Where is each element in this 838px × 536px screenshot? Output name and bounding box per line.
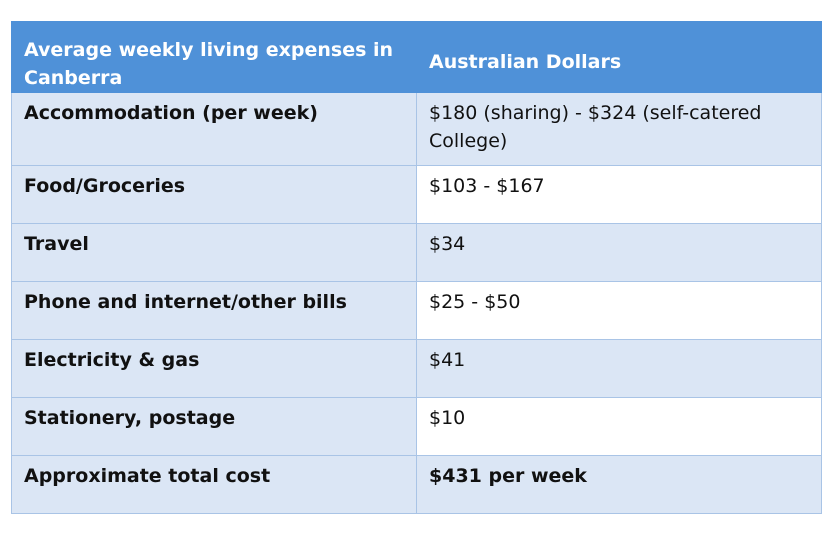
row-value: $34: [416, 223, 822, 282]
table-header-row: Average weekly living expenses in Canber…: [11, 21, 822, 93]
row-value: $103 - $167: [416, 165, 822, 224]
row-label: Stationery, postage: [11, 397, 417, 456]
table-row: Food/Groceries $103 - $167: [11, 165, 822, 224]
table-row: Accommodation (per week) $180 (sharing) …: [11, 92, 822, 166]
row-value-total: $431 per week: [416, 455, 822, 514]
row-label: Travel: [11, 223, 417, 282]
living-expenses-table: Average weekly living expenses in Canber…: [11, 21, 822, 514]
row-label: Food/Groceries: [11, 165, 417, 224]
row-label: Approximate total cost: [11, 455, 417, 514]
row-label: Electricity & gas: [11, 339, 417, 398]
row-value: $41: [416, 339, 822, 398]
table-row: Phone and internet/other bills $25 - $50: [11, 281, 822, 340]
table-row: Stationery, postage $10: [11, 397, 822, 456]
row-value: $25 - $50: [416, 281, 822, 340]
header-amount-currency: Australian Dollars: [416, 21, 822, 93]
row-label: Accommodation (per week): [11, 92, 417, 166]
table-row: Electricity & gas $41: [11, 339, 822, 398]
row-value: $180 (sharing) - $324 (self-catered Coll…: [416, 92, 822, 166]
row-value: $10: [416, 397, 822, 456]
expenses-table-container: Average weekly living expenses in Canber…: [11, 21, 822, 514]
row-label: Phone and internet/other bills: [11, 281, 417, 340]
table-row: Travel $34: [11, 223, 822, 282]
header-expense-category: Average weekly living expenses in Canber…: [11, 21, 417, 93]
table-row-total: Approximate total cost $431 per week: [11, 455, 822, 514]
